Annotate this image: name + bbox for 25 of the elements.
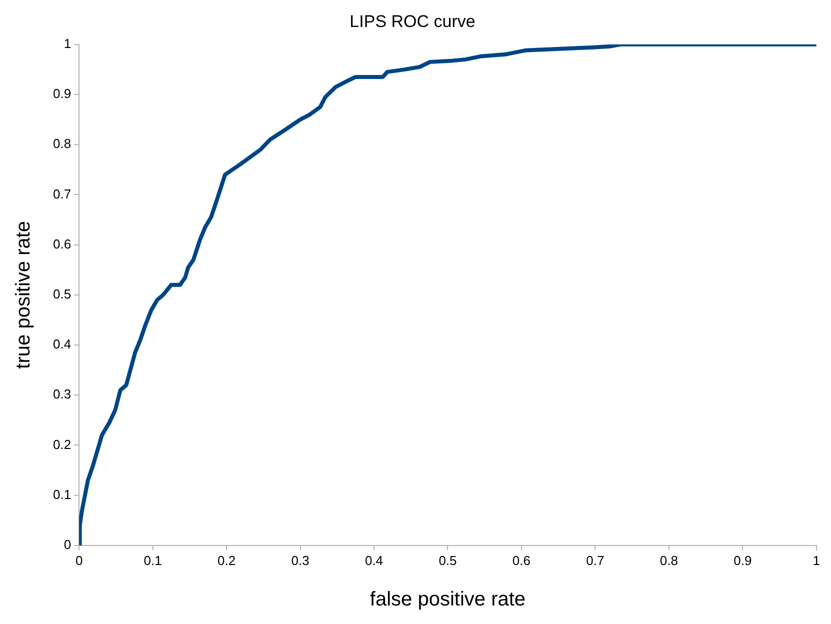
x-tick-label: 0.2 <box>217 552 236 568</box>
y-tick-label: 0.9 <box>52 86 72 102</box>
x-tick-label: 0 <box>75 552 83 568</box>
y-tick-label: 0.3 <box>52 386 72 402</box>
x-tick-label: 0.5 <box>438 552 457 568</box>
y-tick-label: 0.1 <box>52 486 72 502</box>
x-tick-label: 0.4 <box>364 552 384 568</box>
y-tick-label: 1 <box>64 36 72 51</box>
y-tick-label: 0.5 <box>52 286 72 302</box>
y-tick-label: 0.2 <box>52 436 72 452</box>
y-tick-label: 0.4 <box>52 336 72 352</box>
x-tick-label: 0.3 <box>291 552 310 568</box>
x-axis-title: false positive rate <box>370 588 526 611</box>
y-tick-label: 0.8 <box>52 136 72 152</box>
x-tick-label: 0.8 <box>660 552 678 568</box>
x-tick-label: 0.6 <box>512 552 530 568</box>
x-tick-label: 1 <box>812 552 820 568</box>
x-tick-label: 0.7 <box>586 552 604 568</box>
y-tick-label: 0.6 <box>52 236 72 252</box>
x-tick-label: 0.1 <box>144 552 162 568</box>
x-tick-label: 0.9 <box>734 552 752 568</box>
chart-title: LIPS ROC curve <box>350 12 476 31</box>
y-axis-title: true positive rate <box>12 220 35 369</box>
y-tick-label: 0.7 <box>52 186 72 202</box>
y-tick-label: 0 <box>64 536 72 552</box>
